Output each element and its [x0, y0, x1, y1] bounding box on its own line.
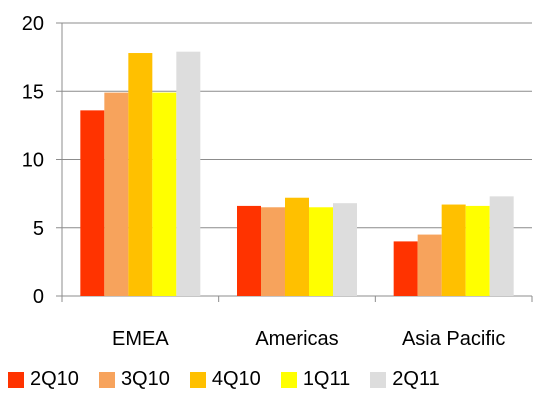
legend-swatch	[8, 371, 24, 388]
legend-swatch	[370, 371, 387, 388]
x-category-label: EMEA	[112, 328, 169, 350]
bar-3q10-emea	[104, 92, 129, 297]
bar-1q11-asia-pacific	[465, 205, 490, 296]
bar-2q11-americas	[333, 203, 357, 296]
chart-plot-area: 0 5 10 15 20 EMEA Americas Asia Pacific	[22, 13, 533, 350]
x-category-label: Americas	[255, 328, 338, 350]
legend-label: 4Q10	[211, 368, 261, 390]
bar-4q10-americas	[285, 197, 309, 296]
legend-item: 3Q10	[98, 368, 170, 391]
legend-label: 2Q11	[392, 368, 440, 390]
legend-label: 1Q11	[302, 368, 351, 390]
bar-2q11-asia-pacific	[489, 196, 514, 296]
y-tick-label: 0	[33, 286, 44, 308]
legend-item: 4Q10	[189, 368, 261, 391]
y-tick-label: 5	[33, 218, 44, 240]
x-category-label: Asia Pacific	[402, 328, 505, 350]
legend-item: 2Q11	[370, 368, 440, 391]
bar-2q11-emea	[176, 51, 201, 296]
y-tick-label: 15	[22, 81, 44, 103]
bar-1q11-americas	[309, 207, 333, 296]
chart-legend: 2Q10 3Q10 4Q10 1Q11 2Q11	[8, 368, 460, 391]
bar-4q10-emea	[128, 53, 153, 296]
bar-3q10-americas	[261, 207, 285, 296]
legend-swatch	[98, 371, 115, 388]
y-tick-label: 20	[22, 13, 44, 35]
legend-item: 1Q11	[280, 368, 351, 391]
legend-label: 3Q10	[120, 368, 170, 390]
y-tick-label: 10	[22, 150, 44, 172]
bar-4q10-asia-pacific	[441, 204, 466, 296]
bar-2q10-americas	[237, 205, 261, 296]
bar-2q10-asia-pacific	[393, 241, 418, 296]
legend-swatch	[280, 371, 297, 388]
legend-item: 2Q10	[8, 368, 79, 391]
bar-1q11-emea	[152, 92, 177, 297]
bar-3q10-asia-pacific	[417, 234, 442, 296]
legend-swatch	[189, 371, 206, 388]
legend-label: 2Q10	[30, 368, 79, 390]
bar-2q10-emea	[80, 110, 105, 296]
